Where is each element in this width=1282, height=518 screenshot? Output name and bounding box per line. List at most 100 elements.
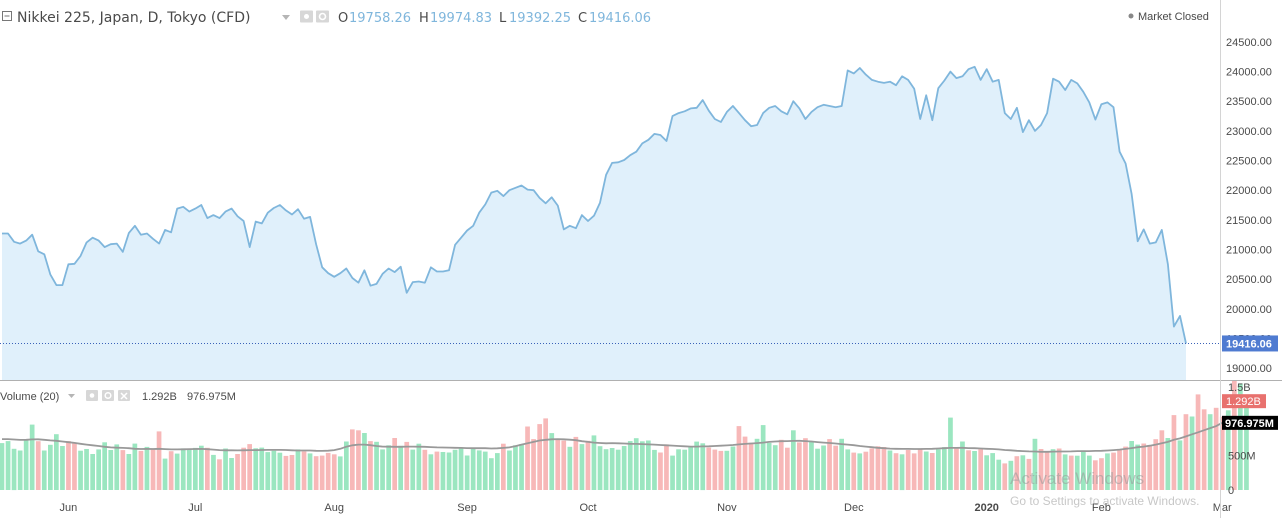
volume-bar: [1213, 407, 1219, 490]
settings-icon[interactable]: [316, 10, 329, 23]
volume-bar: [174, 453, 180, 490]
time-tick-label: Nov: [717, 502, 737, 514]
time-tick-label: Aug: [324, 502, 344, 514]
volume-bar: [887, 450, 893, 490]
volume-bar: [585, 440, 591, 490]
volume-bar: [1189, 416, 1195, 490]
volume-bar: [458, 447, 464, 490]
volume-bar: [809, 441, 814, 490]
volume-bar: [223, 448, 228, 490]
time-axis[interactable]: Jun Jul Aug Sep Oct Nov Dec 2020 Feb Mar: [60, 502, 1232, 514]
volume-bar: [785, 447, 790, 490]
volume-bar: [760, 425, 766, 490]
symbol-dropdown-icon[interactable]: [282, 15, 290, 20]
volume-bar: [1219, 416, 1225, 490]
activation-watermark-title: Activate Windows: [1010, 469, 1144, 488]
volume-tick-label: 500M: [1228, 451, 1256, 463]
price-tick-label: 23500.00: [1226, 96, 1272, 108]
symbol-title[interactable]: Nikkei 225, Japan, D, Tokyo (CFD): [17, 10, 250, 26]
volume-bar: [1026, 458, 1032, 490]
volume-bar: [495, 453, 500, 490]
volume-dropdown-icon[interactable]: [68, 394, 75, 398]
volume-bar: [972, 451, 977, 490]
volume-bar: [658, 452, 663, 490]
volume-bar: [422, 449, 428, 490]
volume-bar: [1117, 449, 1122, 490]
volume-bar: [489, 458, 494, 490]
volume-bar: [434, 451, 440, 490]
volume-bar: [712, 449, 718, 490]
volume-title[interactable]: Volume (20): [0, 391, 59, 403]
volume-bar: [138, 450, 144, 490]
price-axis[interactable]: 24500.00 24000.00 23500.00 23000.00 22500.00…: [1222, 37, 1278, 375]
volume-bar: [108, 450, 114, 490]
volume-bar: [247, 444, 252, 490]
time-tick-label: Jul: [188, 502, 202, 514]
volume-bar: [567, 446, 573, 490]
price-area-fill: [2, 66, 1186, 381]
volume-bar: [1081, 450, 1086, 490]
volume-bar: [48, 444, 53, 490]
volume-value: 1.292B: [142, 391, 177, 403]
volume-bar: [603, 449, 609, 490]
volume-bar: [452, 449, 458, 490]
volume-bar: [839, 438, 844, 490]
volume-bar: [1159, 430, 1165, 490]
volume-bar: [555, 438, 561, 490]
volume-bar: [356, 430, 361, 490]
volume-bar: [84, 449, 89, 490]
volume-bar: [1032, 438, 1038, 490]
volume-bar: [476, 450, 482, 490]
price-tick-label: 20500.00: [1226, 274, 1272, 286]
volume-bar: [881, 447, 887, 490]
volume-axis[interactable]: 1.5B 500M 0 1.292B 976.975M: [1222, 382, 1278, 497]
volume-bar: [1074, 455, 1080, 490]
time-tick-label: Sep: [457, 502, 477, 514]
volume-bar: [1014, 456, 1020, 490]
volume-bar: [1105, 453, 1110, 490]
volume-bar: [1135, 444, 1140, 490]
volume-settings-icon[interactable]: [102, 390, 114, 401]
volume-bar: [911, 453, 917, 490]
volume-bar: [929, 453, 935, 490]
volume-bar: [1020, 455, 1026, 490]
volume-bar: [1195, 394, 1201, 490]
volume-bar: [325, 452, 331, 490]
volume-bar: [694, 441, 699, 490]
volume-bar: [1141, 443, 1147, 490]
volume-bar: [386, 445, 391, 490]
price-tick-label: 22500.00: [1226, 156, 1272, 168]
volume-bar: [1153, 439, 1159, 490]
volume-bar: [827, 439, 832, 490]
visibility-toggle-icon-dot: [304, 14, 309, 19]
volume-bar: [621, 446, 627, 490]
volume-last-tag: [1222, 394, 1266, 409]
volume-bar: [1201, 409, 1207, 490]
volume-bar: [331, 454, 337, 490]
volume-bar: [984, 455, 989, 490]
volume-bar: [241, 447, 246, 490]
volume-bar: [942, 447, 947, 490]
volume-bar: [23, 440, 29, 490]
volume-bar: [1008, 460, 1014, 490]
volume-bar: [440, 452, 446, 490]
market-status: Market Closed: [1138, 11, 1209, 23]
time-tick-label: Dec: [844, 502, 864, 514]
volume-bar: [978, 449, 983, 490]
volume-bar: [446, 452, 452, 490]
volume-bar: [1147, 445, 1153, 490]
price-pane[interactable]: [0, 65, 1221, 381]
volume-bar: [199, 445, 204, 490]
volume-bar: [833, 445, 838, 490]
volume-bar: [627, 441, 633, 490]
volume-bar: [791, 430, 796, 490]
price-line: [2, 65, 1187, 344]
volume-bar: [652, 449, 657, 490]
volume-bar: [11, 448, 17, 491]
volume-bar: [501, 443, 506, 490]
high-label: H: [419, 11, 429, 26]
volume-bar: [990, 453, 995, 490]
volume-bar: [960, 441, 965, 490]
volume-pane[interactable]: [0, 380, 1249, 491]
volume-bar: [301, 451, 307, 490]
